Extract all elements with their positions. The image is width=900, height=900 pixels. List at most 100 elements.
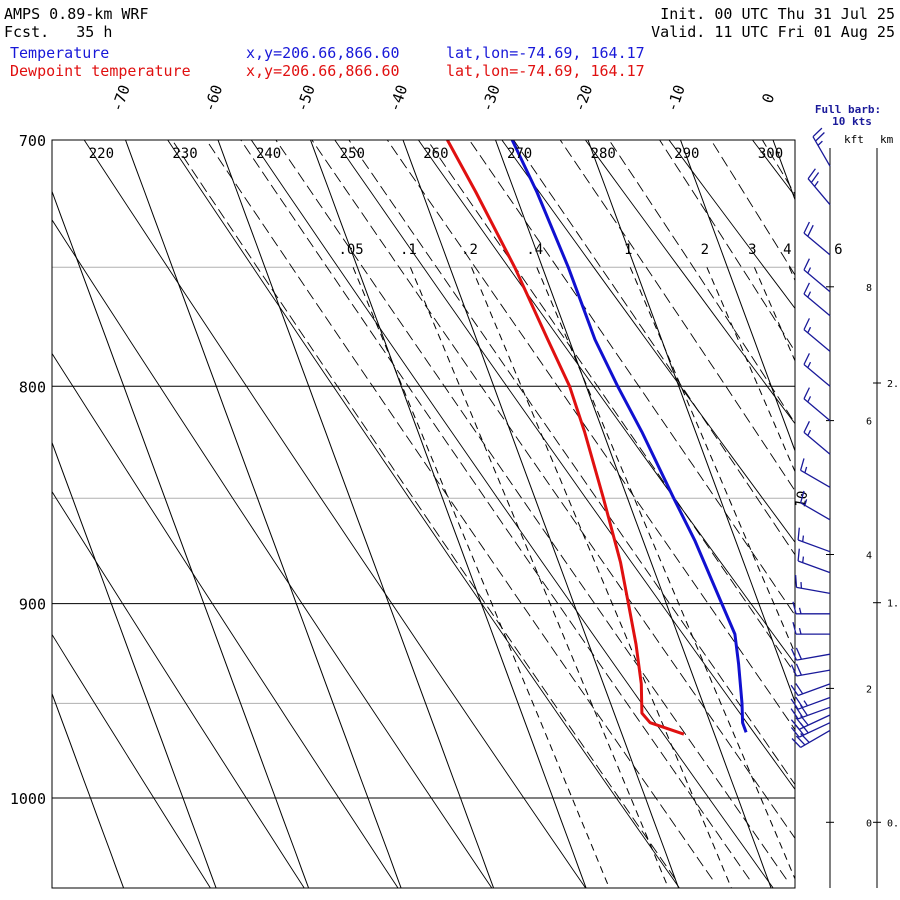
dry-adiabat-line <box>167 140 680 888</box>
wind-barb <box>790 663 831 677</box>
wind-barb <box>803 221 831 256</box>
temperature-latlon: lat,lon=-74.69, 164.17 <box>446 44 645 62</box>
pressure-major-lines <box>52 139 795 799</box>
pressure-gridlines <box>52 266 795 704</box>
isotherm-line <box>772 140 795 202</box>
wind-barb <box>790 647 831 661</box>
dry-adiabat-label: 240 <box>256 146 281 162</box>
dry-adiabat-line <box>668 140 795 310</box>
dry-adiabat-line <box>250 140 774 888</box>
kft-tick-label: 6 <box>866 417 872 428</box>
km-tick-label: 2. <box>887 379 899 390</box>
model-title: AMPS 0.89-km WRF <box>4 5 149 23</box>
isotherm-line <box>856 114 900 889</box>
wind-barb <box>803 258 831 293</box>
moist-adiabat-line <box>468 140 795 617</box>
dry-adiabat-line <box>52 219 493 888</box>
mixing-ratio-line <box>471 267 732 888</box>
height-axis: 8 6 4 2 0 2. 1. 0. <box>826 148 899 888</box>
dry-adiabat-label: 280 <box>591 146 616 162</box>
forecast-hour: Fcst. 35 h <box>4 23 113 41</box>
init-time: Init. 00 UTC Thu 31 Jul 25 <box>660 5 895 23</box>
wind-barb <box>790 683 831 697</box>
wind-barb <box>803 353 831 387</box>
wind-barb <box>792 601 830 615</box>
mixing-ratio-label: .05 <box>338 242 363 258</box>
km-label: km <box>880 133 894 146</box>
kft-tick-label: 4 <box>866 551 872 562</box>
temperature-profile <box>510 140 748 733</box>
mixing-ratio-line <box>840 267 900 888</box>
mixing-ratio-line <box>629 267 795 655</box>
moist-adiabat-line <box>895 114 900 880</box>
kft-tick-label: 8 <box>866 283 872 294</box>
mixing-ratio-label: 4 <box>783 242 791 258</box>
moist-adiabat-line <box>659 140 795 353</box>
isotherm-line <box>494 140 772 888</box>
isotherms <box>0 114 900 889</box>
plot-frame <box>51 139 796 889</box>
dry-adiabat-line <box>334 140 795 791</box>
wind-barb <box>790 714 831 730</box>
kft-tick-label: 2 <box>866 684 872 695</box>
moist-adiabat-line <box>386 140 795 731</box>
kft-label: kft <box>844 133 864 146</box>
dry-adiabat-label: 290 <box>674 146 699 162</box>
isotherm-label: -20 <box>570 82 596 114</box>
pressure-tick-label: 800 <box>19 378 46 396</box>
moist-adiabat-line <box>847 114 900 880</box>
mixing-ratio-label: .1 <box>400 242 417 258</box>
moist-adiabat-line <box>513 140 795 556</box>
wind-barb <box>803 421 831 455</box>
mixing-ratio-label: 2 <box>701 242 709 258</box>
valid-time: Valid. 11 UTC Fri 01 Aug 25 <box>651 23 895 41</box>
dry-adiabat-line <box>83 140 586 888</box>
dewpoint-legend-label: Dewpoint temperature <box>10 62 191 80</box>
wind-barb <box>792 621 830 635</box>
isotherm-line <box>402 140 680 888</box>
moist-adiabat-line <box>205 140 713 880</box>
wind-barb <box>799 458 831 488</box>
wind-barb <box>791 729 831 748</box>
mixing-ratio-label: 1 <box>624 242 632 258</box>
moist-adiabat-line <box>426 140 795 675</box>
mixing-ratio-label: 3 <box>748 242 756 258</box>
wind-barb <box>807 168 831 206</box>
wind-barb <box>794 575 831 595</box>
mixing-ratio-label: 6 <box>834 242 842 258</box>
isotherm-line <box>217 140 495 888</box>
isotherm-line <box>309 140 587 888</box>
dry-adiabat-label: 300 <box>758 146 783 162</box>
wind-legend-line1: Full barb: <box>815 103 881 116</box>
wind-barb <box>803 318 831 352</box>
temperature-xy: x,y=206.66,866.60 <box>246 44 400 62</box>
pressure-tick-label: 900 <box>19 596 46 614</box>
isotherm-line <box>679 140 795 453</box>
dry-adiabat-line <box>52 633 211 888</box>
dry-adiabat-line <box>501 140 795 543</box>
isotherm-label: -70 <box>108 82 134 114</box>
isotherm-line <box>587 140 795 704</box>
km-tick-label: 1. <box>887 599 899 610</box>
wind-barb <box>803 387 831 422</box>
km-tick-label: 0. <box>887 818 899 829</box>
moist-adiabat-line <box>275 140 787 880</box>
dry-adiabats <box>52 140 795 888</box>
moist-adiabat-line <box>608 140 795 425</box>
wind-barb <box>790 722 831 738</box>
isotherm-line <box>0 114 31 889</box>
isotherm-line <box>124 140 402 888</box>
dry-adiabat-label: 230 <box>172 146 197 162</box>
wind-barbs <box>790 127 831 748</box>
moist-adiabat-line <box>171 140 676 880</box>
moist-adiabats <box>171 114 900 880</box>
mixing-ratio-line <box>753 267 795 363</box>
isotherm-label: -10 <box>663 82 689 114</box>
dry-adiabat-label: 270 <box>507 146 532 162</box>
dry-adiabat-label: 250 <box>340 146 365 162</box>
pressure-tick-label: 700 <box>19 132 46 150</box>
isotherm-line <box>52 190 310 888</box>
isotherm-line <box>52 692 125 888</box>
moist-adiabat-line <box>559 140 795 492</box>
isotherm-label: -50 <box>293 82 319 114</box>
